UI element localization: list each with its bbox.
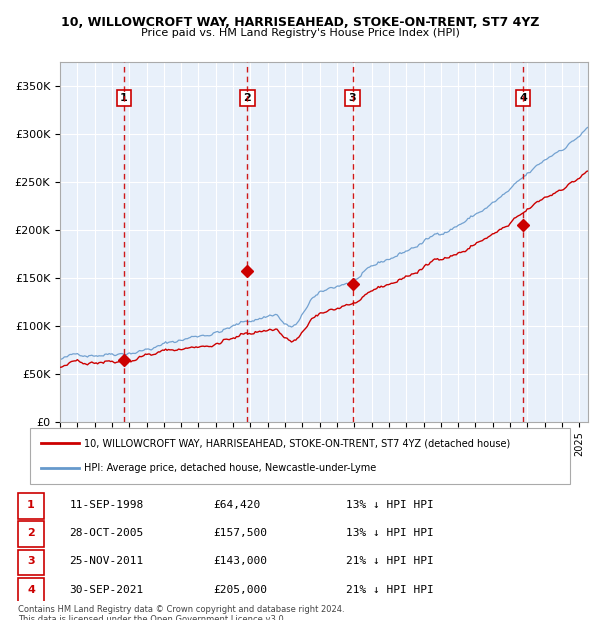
Text: 30-SEP-2021: 30-SEP-2021 [70, 585, 144, 595]
Text: 10, WILLOWCROFT WAY, HARRISEAHEAD, STOKE-ON-TRENT, ST7 4YZ (detached house): 10, WILLOWCROFT WAY, HARRISEAHEAD, STOKE… [84, 438, 510, 448]
Text: £205,000: £205,000 [214, 585, 268, 595]
Text: 21% ↓ HPI HPI: 21% ↓ HPI HPI [346, 585, 434, 595]
FancyBboxPatch shape [18, 578, 44, 604]
Text: 13% ↓ HPI HPI: 13% ↓ HPI HPI [346, 528, 434, 538]
FancyBboxPatch shape [18, 549, 44, 575]
Text: 28-OCT-2005: 28-OCT-2005 [70, 528, 144, 538]
Text: 4: 4 [519, 93, 527, 103]
Text: Contains HM Land Registry data © Crown copyright and database right 2024.
This d: Contains HM Land Registry data © Crown c… [18, 604, 344, 620]
FancyBboxPatch shape [18, 493, 44, 519]
Text: 3: 3 [349, 93, 356, 103]
FancyBboxPatch shape [18, 521, 44, 547]
Text: 2: 2 [27, 528, 35, 538]
Text: 13% ↓ HPI HPI: 13% ↓ HPI HPI [346, 500, 434, 510]
Text: 3: 3 [27, 556, 35, 566]
Text: 25-NOV-2011: 25-NOV-2011 [70, 556, 144, 566]
Text: 1: 1 [27, 500, 35, 510]
Text: 4: 4 [27, 585, 35, 595]
Text: Price paid vs. HM Land Registry's House Price Index (HPI): Price paid vs. HM Land Registry's House … [140, 28, 460, 38]
Text: £64,420: £64,420 [214, 500, 261, 510]
Text: HPI: Average price, detached house, Newcastle-under-Lyme: HPI: Average price, detached house, Newc… [84, 463, 376, 473]
Text: £143,000: £143,000 [214, 556, 268, 566]
Text: 1: 1 [120, 93, 128, 103]
Text: £157,500: £157,500 [214, 528, 268, 538]
Text: 2: 2 [244, 93, 251, 103]
Text: 21% ↓ HPI HPI: 21% ↓ HPI HPI [346, 556, 434, 566]
Text: 10, WILLOWCROFT WAY, HARRISEAHEAD, STOKE-ON-TRENT, ST7 4YZ: 10, WILLOWCROFT WAY, HARRISEAHEAD, STOKE… [61, 16, 539, 29]
FancyBboxPatch shape [30, 428, 570, 484]
Text: 11-SEP-1998: 11-SEP-1998 [70, 500, 144, 510]
